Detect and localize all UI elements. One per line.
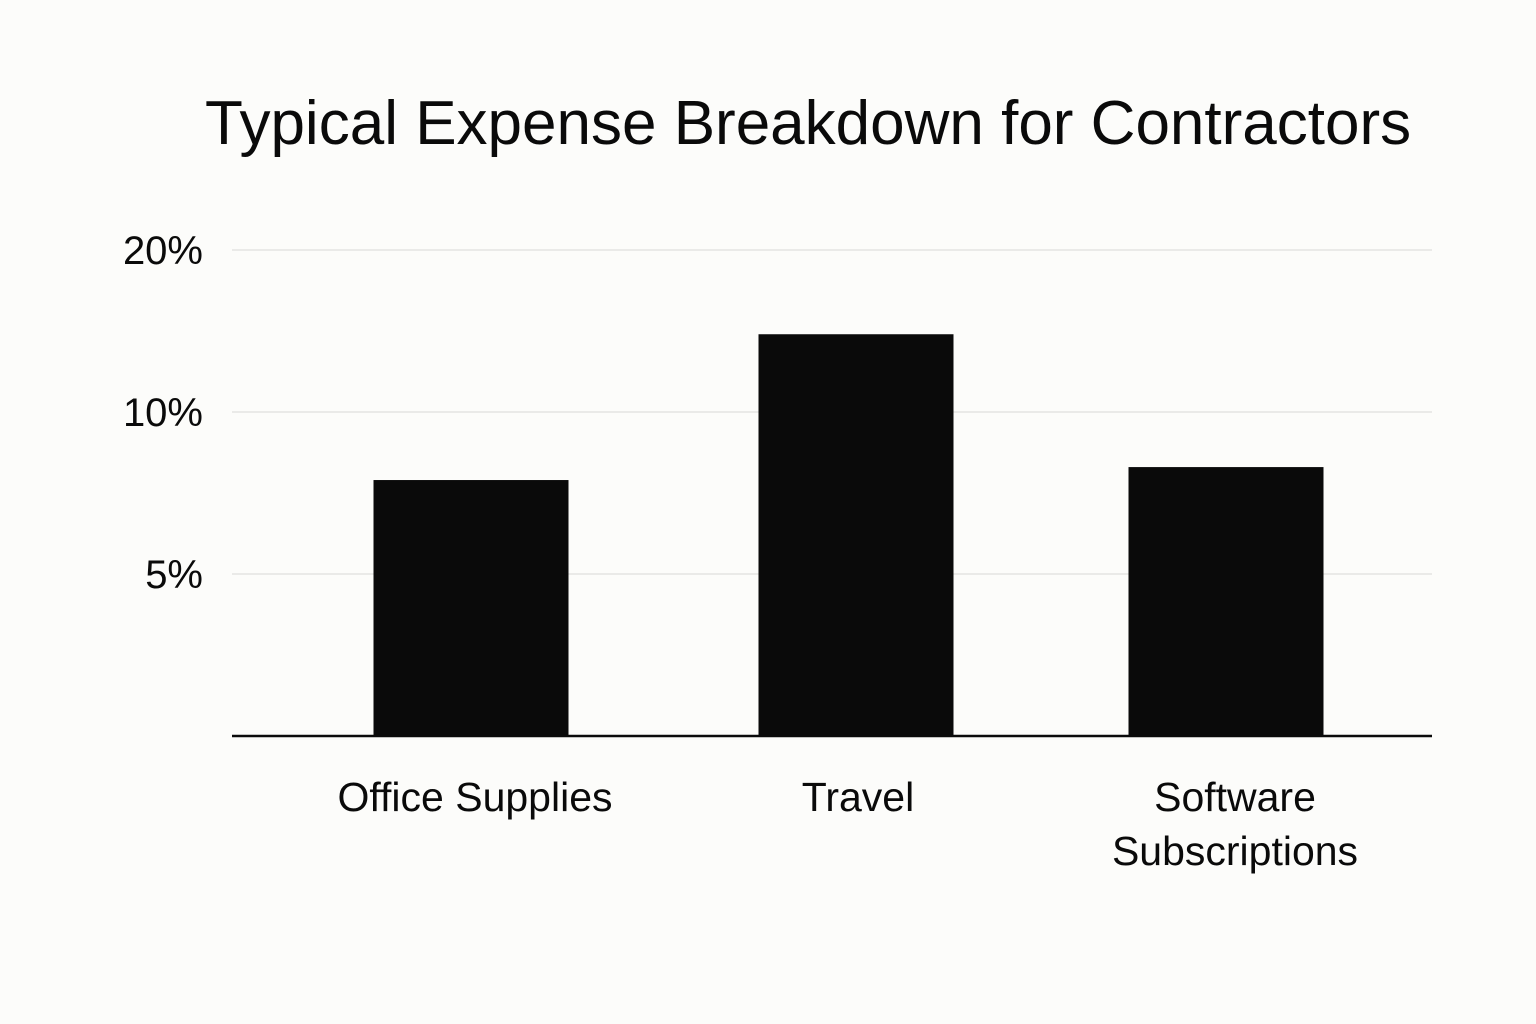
bar-travel [758,334,954,736]
y-tick-label: 5% [145,553,203,597]
bar-software-subscriptions [1128,467,1324,736]
x-category-label: Office Supplies [337,774,612,820]
bars [373,334,1324,736]
x-category-label: Travel [802,774,914,820]
x-category-label: Software Subscriptions [1112,774,1358,874]
bar-office-supplies [373,480,569,736]
chart-title: Typical Expense Breakdown for Contractor… [205,89,1412,158]
y-tick-label: 20% [123,229,203,273]
y-tick-label: 10% [123,391,203,435]
labels: 5% 10% 20% Office Supplies Travel Software Sub… [123,229,1358,874]
